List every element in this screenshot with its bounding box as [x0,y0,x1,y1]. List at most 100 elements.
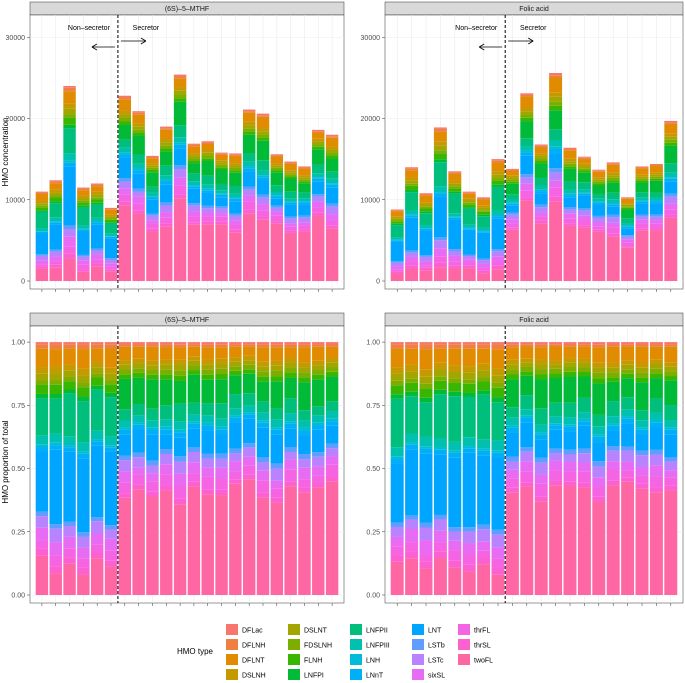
bar-segment-lstb [448,527,462,532]
bar-segment-sixsl [520,183,534,191]
bar-segment-lnt [229,201,242,214]
bar-segment-twofl [118,205,132,281]
bar-segment-flnh [325,371,339,377]
bar-segment-dflnh [664,122,678,124]
bar-segment-dflnt [256,116,270,129]
bar-segment-sixsl [118,471,132,483]
bar-segment-lnnt [298,430,311,436]
bar-segment-sixsl [390,536,404,547]
bar-segment-thrsl [325,225,339,229]
bar-segment-dflnh [173,76,187,79]
bar-segment-lstb [229,448,242,454]
bar-segment-thrfl [49,555,62,567]
bar-segment-thrsl [419,561,433,569]
bar-segment-lnh [606,423,620,426]
bar-segment-dflac [187,143,201,145]
bar-segment-thrfl [284,226,297,231]
bar-segment-lnt [549,153,563,169]
bar-segment-dslnt [477,370,491,378]
bar-segment-thrsl [621,477,635,482]
bar-segment-lstb [242,443,256,448]
bar-segment-dslnt [520,362,534,367]
bar-segment-dflnh [312,131,325,133]
bar-segment-lnfpi [201,379,214,404]
bar-segment-lnnt [63,447,76,452]
bar-segment-lnt [534,439,548,458]
bar-segment-dslnt [505,177,519,180]
bar-segment-dflnh [256,344,270,348]
bar-segment-dflac [621,197,635,199]
bar-segment-sixsl [505,219,519,224]
bar-segment-dflnh [606,344,620,347]
bar-segment-dflnt [118,99,132,111]
bar-segment-lstc [563,454,577,462]
bar-segment-dslnh [462,366,476,373]
legend-swatch-lstb [412,639,424,650]
bar-segment-thrsl [520,197,534,201]
bar-segment-thrsl [132,210,145,214]
bar-segment-thrfl [187,473,201,482]
bar-segment-dslnh [77,368,90,376]
bar-segment-lnt [201,430,214,454]
bar-segment-twofl [462,571,476,595]
bar-segment-lnh [35,444,49,448]
bar-segment-dflnt [229,155,242,164]
bar-segment-dslnt [298,367,311,373]
bar-segment-lnfpi [270,172,284,186]
bar-segment-thrsl [577,482,591,488]
bar-segment-dflnt [563,346,577,358]
bar-segment-twofl [63,563,76,595]
bar-segment-twofl [256,497,270,595]
bar-segment-thrsl [215,221,228,225]
bar-segment-lstb [77,532,90,537]
bar-segment-lstb [270,463,284,469]
bar-segment-dflnh [146,344,159,347]
bar-segment-dslnt [448,372,462,379]
bar-segment-lnfpii [118,139,132,148]
bar-segment-fdslnh [201,369,214,375]
bar-segment-lstc [90,250,104,255]
bar-segment-dslnt [201,152,214,156]
bar-segment-lnh [405,214,419,216]
bar-segment-dflac [298,166,311,168]
bar-segment-fdslnh [173,94,187,99]
bar-segment-dflac [534,144,548,146]
bar-segment-sixsl [298,467,311,480]
legend-label-lnt: LNT [428,628,442,635]
bar-segment-dslnh [592,362,606,368]
bar-segment-lstc [173,169,187,178]
bar-segment-fdslnh [77,382,90,388]
bar-segment-lstb [284,216,297,219]
bar-segment-lnh [577,192,591,194]
bar-segment-lstc [215,458,228,468]
bar-segment-lnt [90,224,104,249]
bar-segment-lnt [520,155,534,175]
bar-segment-thrfl [390,269,404,272]
bar-segment-lnfpiii [187,414,201,422]
bar-segment-dslnt [49,192,62,196]
bar-segment-lnh [491,450,505,453]
bar-segment-lnfpii [534,408,548,425]
bar-segment-fdslnh [491,178,505,181]
bar-segment-lnfpiii [606,199,620,204]
bar-segment-dflac [621,342,635,345]
bar-segment-lstb [160,202,173,206]
bar-segment-thrfl [201,476,214,490]
bar-segment-dflac [664,342,678,345]
bar-segment-lstb [505,456,519,462]
bar-segment-lnt [621,423,635,447]
bar-segment-thrsl [284,230,297,233]
bar-segment-thrfl [132,474,145,485]
bar-segment-dslnt [549,364,563,369]
bar-segment-lnfpiii [284,198,297,202]
bar-segment-lnfpii [298,192,311,199]
bar-segment-thrfl [448,261,462,266]
bar-segment-sixsl [312,201,325,208]
bar-segment-sixsl [491,256,505,262]
legend-swatch-lnfpiii [350,639,362,650]
bar-segment-lnh [405,442,419,445]
bar-segment-twofl [405,558,419,595]
bar-segment-lnnt [448,217,462,220]
bar-segment-lnh [390,456,404,459]
bar-segment-sixsl [534,474,548,484]
